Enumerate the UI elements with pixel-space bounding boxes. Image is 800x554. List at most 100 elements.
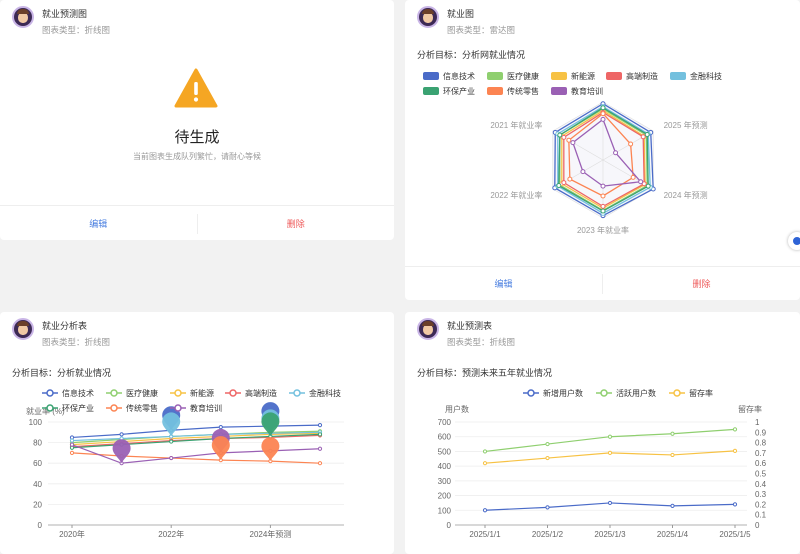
y2-tick-label: 0.7 [755,449,767,458]
y2-tick-label: 0.9 [755,428,767,437]
data-point [545,441,550,447]
radar-point [644,131,650,137]
y-axis-label: 就业率 (%) [26,406,65,416]
user-avatar-icon [12,318,34,340]
markpoint-pin [261,412,280,437]
legend-item: 金融科技 [670,71,722,81]
legend-item: 留存率 [669,388,713,398]
radar-point [600,116,606,122]
delete-button[interactable]: 删除 [286,219,305,229]
data-point [482,461,488,466]
radar-point [600,105,606,111]
legend-marker [600,389,608,397]
card-actions: 编辑 删除 [0,205,394,240]
radar-point [580,169,586,175]
series-line [484,428,736,453]
y-tick-label: 300 [438,477,452,486]
markpoint-pin [162,412,181,437]
data-point [607,434,613,439]
analysis-goal: 分析目标：分析就业情况 [12,368,112,378]
y2-tick-label: 0.8 [755,439,767,448]
analysis-goal: 分析目标：预测未来五年就业情况 [417,368,553,378]
action-divider [602,273,603,294]
radar-point [561,180,567,186]
predict-chart-card: 就业预测图 图表类型：折线图 待生成 当前图表生成队列繁忙，请耐心等候 编辑 删… [0,0,394,240]
x-tick-label: 2025/1/3 [594,530,626,539]
legend-swatch [551,87,567,95]
legend-label: 金融科技 [309,388,341,398]
legend-marker [110,389,118,397]
radar-series [566,111,636,199]
floating-action-button[interactable] [788,232,800,250]
edit-button[interactable]: 编辑 [89,219,108,229]
radar-point [600,193,606,199]
y-tick-label: 100 [438,506,452,515]
warning-icon [174,68,218,108]
y2-tick-label: 0.5 [755,470,767,479]
chart-type-label: 图表类型：雷达图 [447,25,516,35]
series-line [71,432,321,446]
legend-marker [110,404,118,412]
employment-radar-card: 就业图 图表类型：雷达图 分析目标：分析网就业情况 2025 年预测 2024 年… [405,0,800,300]
radar-point [567,176,573,182]
x-tick-label: 2025/1/2 [532,530,564,539]
y2-tick-label: 0.1 [755,511,767,520]
employment-forecast-card: 就业预测表 图表类型：折线图 分析目标：预测未来五年就业情况 用户数 留存率 0 10… [405,312,800,554]
legend-label: 新能源 [571,71,595,81]
edit-button[interactable]: 编辑 [494,279,513,289]
line-series [482,427,738,454]
card-header: 就业预测表 图表类型：折线图 [417,318,515,349]
y2-tick-label: 0.2 [755,500,767,509]
data-point [317,461,323,466]
legend-label: 教育培训 [571,86,603,96]
data-point [732,448,738,453]
legend-label: 新增用户数 [543,388,583,398]
chart-type-label: 图表类型：折线图 [42,25,111,35]
y-tick-label: 0 [447,521,452,530]
radar-point [613,150,619,156]
data-point [169,439,174,444]
card-header: 就业图 图表类型：雷达图 [417,6,515,37]
data-point [670,431,675,436]
y-axis-label: 用户数 [445,404,469,414]
card-actions: 编辑 删除 [405,266,800,300]
data-point [670,452,675,458]
legend-swatch [423,72,439,80]
data-point [69,450,75,456]
legend-marker [46,389,54,397]
delete-button[interactable]: 删除 [692,279,711,289]
x-tick-label: 2025/1/1 [469,530,501,539]
pending-status-message: 当前图表生成队列繁忙，请耐心等候 [133,152,261,161]
legend-label: 金融科技 [690,71,722,81]
legend-item: 传统零售 [487,86,539,96]
legend-item: 新增用户数 [523,388,583,398]
line-series [482,448,738,466]
legend-label: 医疗健康 [126,388,158,398]
card-title: 就业图 [447,9,475,19]
legend-item: 金融科技 [289,388,341,398]
legend-item: 环保产业 [423,86,475,96]
series-line [71,452,321,464]
card-title: 就业预测图 [42,9,88,19]
user-avatar-icon [12,6,34,28]
y2-tick-label: 0.6 [755,459,767,468]
y2-tick-label: 0 [755,521,760,530]
legend-marker [293,389,301,397]
data-point [218,425,223,430]
legend-item: 医疗健康 [487,71,539,81]
legend-item: 新能源 [170,388,214,398]
data-point [317,446,323,451]
y2-tick-label: 1 [755,418,760,427]
legend-item: 教育培训 [551,86,603,96]
markpoint-pin [261,437,280,462]
y-tick-label: 100 [29,418,43,427]
action-divider [196,213,198,234]
radar-point [600,183,606,189]
y-tick-label: 700 [438,418,452,427]
user-avatar-icon [417,318,439,340]
legend-item: 高端制造 [225,388,277,398]
legend-label: 高端制造 [626,71,658,81]
card-title: 就业分析表 [42,321,88,331]
data-point [317,422,323,428]
legend-swatch [423,87,439,95]
